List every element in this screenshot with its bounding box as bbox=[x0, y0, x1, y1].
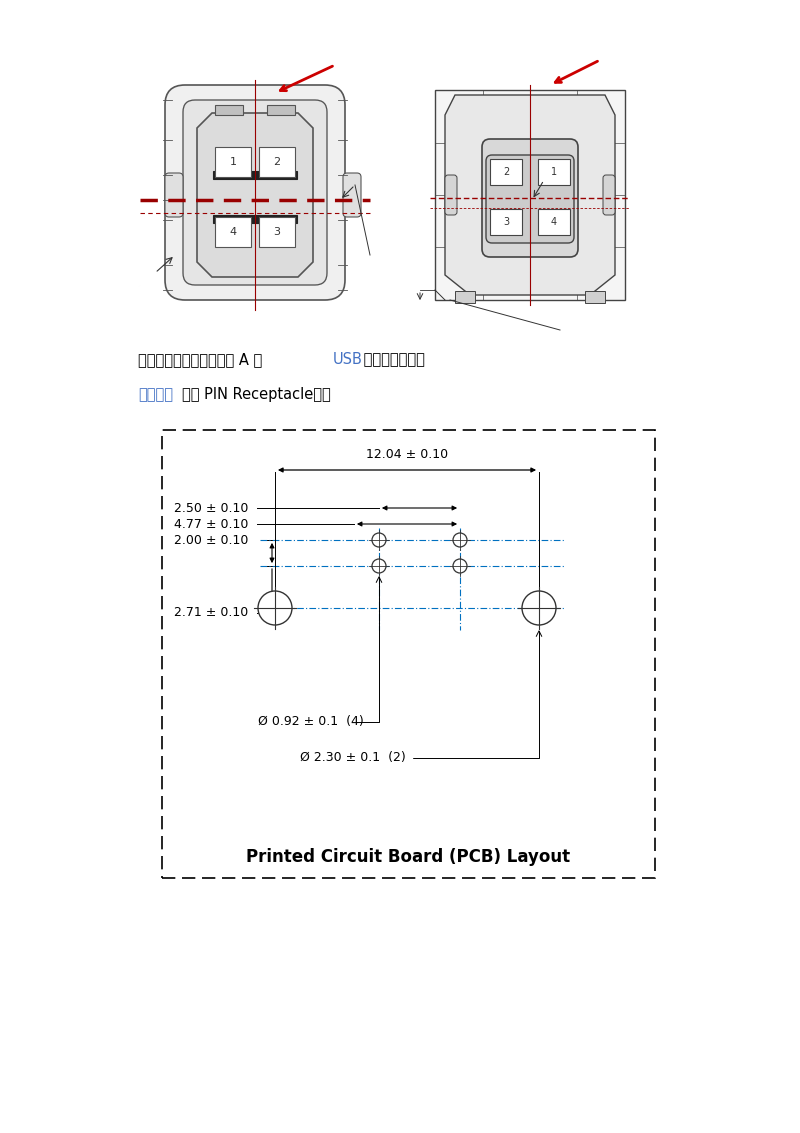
Text: 1: 1 bbox=[230, 157, 237, 167]
Bar bbox=[267, 105, 295, 116]
Bar bbox=[162, 431, 655, 878]
Text: Ø 0.92 ± 0.1  (4): Ø 0.92 ± 0.1 (4) bbox=[258, 716, 364, 729]
FancyBboxPatch shape bbox=[165, 173, 183, 218]
Bar bbox=[215, 218, 251, 247]
Circle shape bbox=[372, 533, 386, 547]
Text: 4.77 ± 0.10: 4.77 ± 0.10 bbox=[174, 518, 248, 530]
Text: 2.50 ± 0.10: 2.50 ± 0.10 bbox=[174, 502, 248, 514]
Bar bbox=[455, 291, 475, 303]
Text: USB: USB bbox=[333, 352, 363, 367]
Bar bbox=[435, 90, 625, 300]
Text: 2: 2 bbox=[274, 157, 281, 167]
Circle shape bbox=[453, 559, 467, 573]
Bar bbox=[538, 159, 570, 185]
Bar bbox=[215, 147, 251, 177]
Text: 2.00 ± 0.10: 2.00 ± 0.10 bbox=[174, 534, 248, 546]
Circle shape bbox=[372, 559, 386, 573]
Bar bbox=[213, 215, 297, 223]
Text: 3: 3 bbox=[274, 227, 281, 237]
Bar bbox=[259, 147, 295, 177]
Text: 封装尺寸: 封装尺寸 bbox=[138, 387, 173, 402]
Text: 12.04 ± 0.10: 12.04 ± 0.10 bbox=[366, 448, 448, 461]
Circle shape bbox=[453, 533, 467, 547]
Text: 4: 4 bbox=[551, 218, 557, 227]
FancyBboxPatch shape bbox=[603, 174, 615, 215]
Text: Ø 2.30 ± 0.1  (2): Ø 2.30 ± 0.1 (2) bbox=[300, 751, 406, 765]
FancyBboxPatch shape bbox=[183, 100, 327, 286]
Text: Printed Circuit Board (PCB) Layout: Printed Circuit Board (PCB) Layout bbox=[246, 847, 570, 866]
Text: 1: 1 bbox=[551, 167, 557, 177]
Bar bbox=[259, 218, 295, 247]
Bar bbox=[490, 208, 522, 235]
Text: 3: 3 bbox=[503, 218, 509, 227]
Polygon shape bbox=[197, 113, 313, 276]
Text: 引脚说明相同。: 引脚说明相同。 bbox=[359, 352, 425, 367]
Bar bbox=[490, 159, 522, 185]
FancyBboxPatch shape bbox=[343, 173, 361, 218]
Text: 引脚定义、封装尺寸均与 A 型: 引脚定义、封装尺寸均与 A 型 bbox=[138, 352, 267, 367]
Bar bbox=[538, 208, 570, 235]
Circle shape bbox=[522, 591, 556, 625]
Text: （单 PIN Receptacle）：: （单 PIN Receptacle）： bbox=[182, 387, 330, 402]
FancyBboxPatch shape bbox=[445, 174, 457, 215]
Bar bbox=[585, 291, 605, 303]
Text: 4: 4 bbox=[230, 227, 237, 237]
FancyBboxPatch shape bbox=[486, 155, 574, 242]
FancyBboxPatch shape bbox=[165, 85, 345, 300]
Bar bbox=[215, 105, 243, 116]
Bar bbox=[213, 171, 297, 179]
Polygon shape bbox=[445, 95, 615, 295]
Text: 2.71 ± 0.10: 2.71 ± 0.10 bbox=[174, 606, 248, 620]
Text: 2: 2 bbox=[503, 167, 509, 177]
Circle shape bbox=[258, 591, 292, 625]
FancyBboxPatch shape bbox=[482, 139, 578, 257]
